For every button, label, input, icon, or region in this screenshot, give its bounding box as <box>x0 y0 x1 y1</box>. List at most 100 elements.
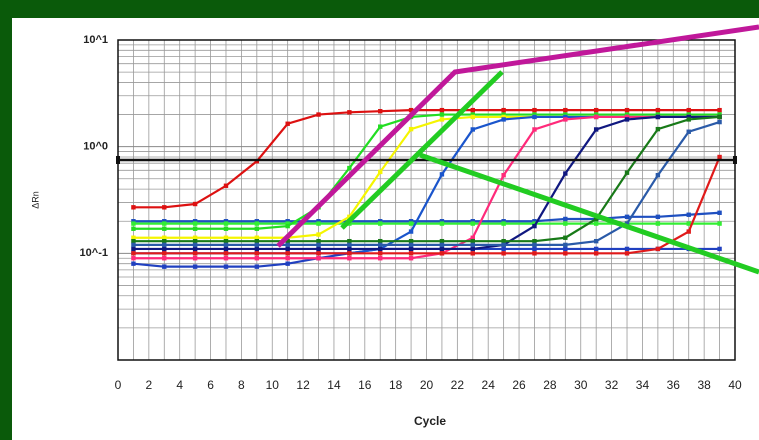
point <box>223 238 229 244</box>
x-tick-label: 18 <box>389 378 403 392</box>
point <box>717 246 722 252</box>
x-tick-label: 38 <box>697 378 711 392</box>
point <box>470 112 475 117</box>
point <box>563 216 568 222</box>
point <box>223 246 229 252</box>
point <box>686 229 691 234</box>
point <box>470 251 475 256</box>
point <box>347 246 352 252</box>
point <box>285 221 290 226</box>
point <box>686 117 691 122</box>
point <box>131 238 136 244</box>
point <box>347 165 352 171</box>
annotation-line <box>276 24 759 248</box>
point <box>655 107 661 113</box>
point <box>624 114 630 120</box>
point <box>593 221 599 226</box>
point <box>162 246 167 252</box>
point <box>378 256 383 261</box>
point <box>470 221 475 226</box>
point <box>162 251 167 256</box>
point <box>285 219 290 224</box>
point <box>439 246 445 252</box>
point <box>593 107 599 113</box>
point <box>593 238 599 244</box>
point <box>717 221 722 226</box>
point <box>192 201 198 207</box>
point <box>192 238 198 244</box>
point <box>501 246 506 252</box>
point <box>563 246 568 252</box>
point <box>408 242 414 248</box>
point <box>254 235 260 240</box>
point <box>223 251 229 256</box>
point <box>686 107 691 113</box>
point <box>655 112 661 117</box>
point <box>470 246 475 252</box>
point <box>378 221 383 226</box>
point <box>563 221 568 226</box>
point <box>285 121 290 126</box>
point <box>655 221 661 226</box>
point <box>285 242 290 248</box>
x-axis-label: Cycle <box>414 414 446 428</box>
point <box>686 212 691 217</box>
point <box>316 221 321 226</box>
point <box>655 214 661 220</box>
point <box>316 112 321 117</box>
x-tick-label: 4 <box>176 378 183 392</box>
x-tick-label: 30 <box>574 378 588 392</box>
point <box>717 107 722 113</box>
x-tick-label: 2 <box>146 378 153 392</box>
point <box>501 219 506 224</box>
point <box>347 110 352 115</box>
point <box>162 242 167 248</box>
point <box>254 238 260 244</box>
x-tick-label: 24 <box>482 378 496 392</box>
point <box>223 226 229 231</box>
point <box>563 171 568 176</box>
point <box>192 246 198 252</box>
point <box>501 242 506 248</box>
series-line <box>133 115 720 260</box>
point <box>223 221 229 226</box>
series-line <box>133 115 720 243</box>
annotations <box>276 24 759 275</box>
point <box>717 154 722 160</box>
point <box>131 221 136 226</box>
point <box>378 238 383 244</box>
point <box>532 223 537 229</box>
point <box>408 256 414 261</box>
x-tick-label: 10 <box>266 378 280 392</box>
point <box>532 219 537 224</box>
point <box>378 219 383 224</box>
point <box>223 256 229 261</box>
point <box>131 226 136 231</box>
y-tick-label: 10^1 <box>83 34 108 46</box>
point <box>162 226 167 231</box>
point <box>378 124 383 129</box>
point <box>470 242 475 248</box>
point <box>408 126 414 132</box>
y-tick-label: 10^0 <box>83 141 108 153</box>
point <box>501 112 506 117</box>
point <box>624 117 630 122</box>
point <box>593 127 599 132</box>
point <box>192 219 198 224</box>
point <box>624 251 630 256</box>
x-tick-label: 22 <box>451 378 465 392</box>
point <box>223 219 229 224</box>
point <box>347 214 352 220</box>
point <box>439 242 445 248</box>
point <box>470 219 475 224</box>
point <box>192 242 198 248</box>
point <box>378 109 383 114</box>
point <box>686 129 691 134</box>
point <box>686 112 691 117</box>
point <box>254 219 260 224</box>
point <box>532 221 537 226</box>
point <box>655 246 661 252</box>
point <box>593 112 599 117</box>
point <box>285 238 290 244</box>
